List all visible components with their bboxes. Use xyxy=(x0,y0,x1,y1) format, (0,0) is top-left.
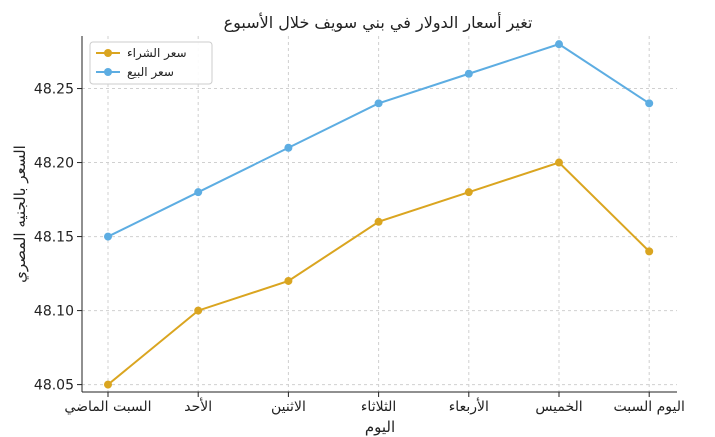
series-1-point xyxy=(374,217,383,226)
y-tick-labels: 48.05 48.10 48.15 48.20 48.25 xyxy=(34,82,74,394)
series-2-point xyxy=(284,143,293,152)
legend: سعر الشراء سعر البيع xyxy=(89,41,213,85)
series-1-point xyxy=(284,276,293,285)
series-1-point xyxy=(194,306,203,315)
grid xyxy=(82,36,677,392)
series-1-point xyxy=(464,188,473,197)
chart-title: تغير أسعار الدولار في بني سويف خلال الأس… xyxy=(224,12,533,33)
legend-label-1: سعر الشراء xyxy=(127,46,187,61)
y-tick-label: 48.10 xyxy=(34,304,74,320)
x-axis-title: اليوم xyxy=(365,418,395,436)
series-2-point xyxy=(104,232,112,241)
series-1-point xyxy=(645,247,654,256)
x-tick-label: السبت الماضي xyxy=(64,399,151,415)
y-tick-label: 48.05 xyxy=(34,378,74,394)
x-tick-labels: السبت الماضي الأحد الاثنين الثلاثاء الأربعاء… xyxy=(64,397,684,415)
legend-marker-2 xyxy=(104,68,112,76)
axes xyxy=(77,36,677,397)
series-2-point xyxy=(374,99,383,108)
x-tick-label: الثلاثاء xyxy=(361,399,396,415)
series-group xyxy=(104,40,654,389)
x-tick-label: الاثنين xyxy=(271,399,306,415)
legend-box xyxy=(89,41,213,85)
series-2-point xyxy=(645,99,654,108)
series-1-point xyxy=(555,158,563,167)
legend-label-2: سعر البيع xyxy=(127,65,174,80)
y-tick-label: 48.15 xyxy=(34,230,74,246)
x-tick-label: الأربعاء xyxy=(449,397,489,415)
x-tick-label: الأحد xyxy=(184,397,212,415)
legend-marker-1 xyxy=(104,49,112,57)
x-tick-label: الخميس xyxy=(535,399,582,415)
y-tick-label: 48.20 xyxy=(34,156,74,172)
series-2-point xyxy=(555,40,563,49)
y-axis-title: السعر بالجنيه المصري xyxy=(11,145,30,283)
series-2-point xyxy=(464,69,473,78)
series-2-point xyxy=(194,188,203,197)
series-1-point xyxy=(104,380,112,389)
y-tick-label: 48.25 xyxy=(34,82,74,98)
x-tick-label: اليوم السبت xyxy=(614,399,685,415)
